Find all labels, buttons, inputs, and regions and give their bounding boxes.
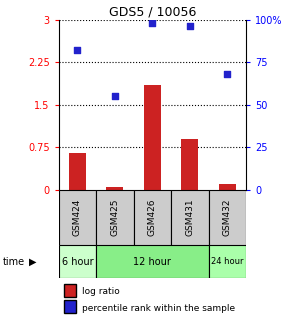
Bar (181, 139, 198, 190)
Point (75, 48, 80, 53)
Text: GSM425: GSM425 (110, 199, 119, 236)
FancyBboxPatch shape (171, 190, 209, 245)
Text: 24 hour: 24 hour (211, 257, 243, 266)
FancyBboxPatch shape (96, 245, 209, 278)
Text: GSM424: GSM424 (73, 199, 82, 236)
Text: GSM431: GSM431 (185, 198, 194, 236)
Text: 6 hour: 6 hour (62, 257, 93, 267)
Point (150, 20, 155, 26)
Text: log ratio: log ratio (82, 287, 120, 296)
FancyBboxPatch shape (209, 245, 246, 278)
Bar (69, 153, 86, 190)
Point (225, 71, 230, 77)
Text: GSM426: GSM426 (148, 199, 157, 236)
Bar (106, 187, 123, 190)
FancyBboxPatch shape (209, 190, 246, 245)
Text: ▶: ▶ (29, 257, 37, 267)
Bar (144, 85, 161, 190)
Title: GDS5 / 10056: GDS5 / 10056 (109, 6, 196, 18)
FancyBboxPatch shape (96, 190, 134, 245)
Text: time: time (3, 257, 25, 267)
Point (188, 24, 192, 29)
FancyBboxPatch shape (59, 245, 96, 278)
FancyBboxPatch shape (59, 190, 96, 245)
FancyBboxPatch shape (134, 190, 171, 245)
Point (113, 94, 117, 99)
Text: 12 hour: 12 hour (133, 257, 171, 267)
Bar (219, 184, 236, 190)
Text: percentile rank within the sample: percentile rank within the sample (82, 303, 235, 313)
Text: GSM432: GSM432 (223, 199, 232, 236)
